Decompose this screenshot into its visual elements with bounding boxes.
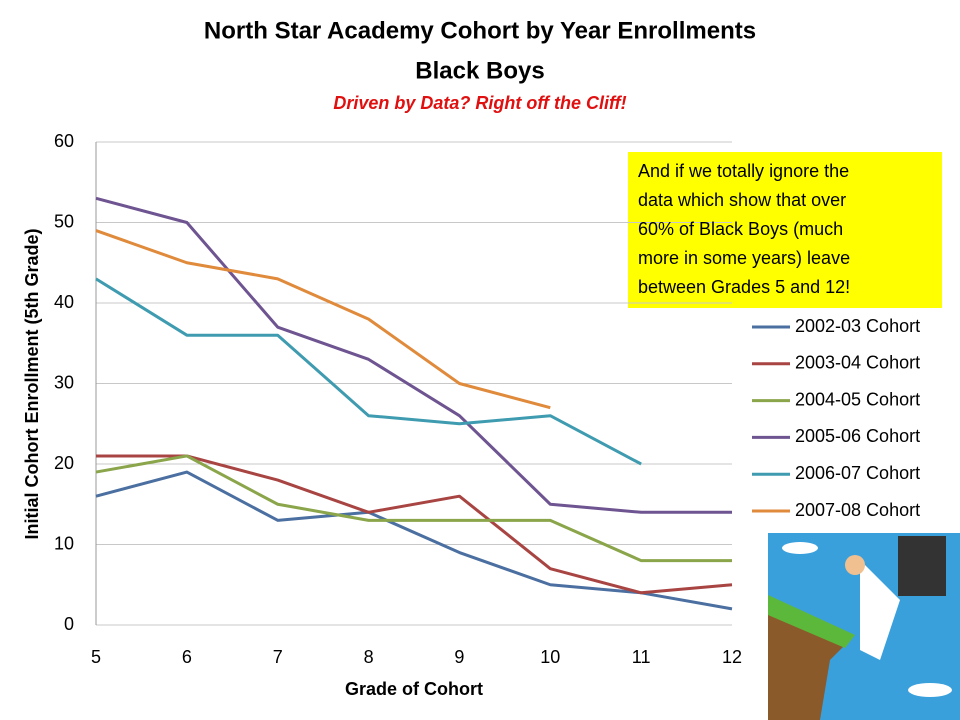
legend-label: 2006-07 Cohort [795, 463, 920, 483]
annotation-line: more in some years) leave [638, 248, 850, 268]
legend-label: 2007-08 Cohort [795, 500, 920, 520]
y-axis-label: Initial Cohort Enrollment (5th Grade) [22, 228, 42, 539]
x-axis-label: Grade of Cohort [345, 679, 483, 699]
annotation-line: between Grades 5 and 12! [638, 277, 850, 297]
y-tick-label: 40 [54, 292, 74, 312]
y-tick-label: 30 [54, 372, 74, 392]
legend-label: 2002-03 Cohort [795, 316, 920, 336]
chart-title: North Star Academy Cohort by Year Enroll… [204, 17, 756, 44]
y-tick-label: 0 [64, 614, 74, 634]
x-tick-label: 6 [182, 647, 192, 667]
series-line [95, 196, 732, 514]
series-line [95, 277, 642, 466]
y-tick-label: 50 [54, 211, 74, 231]
x-tick-label: 5 [91, 647, 101, 667]
annotation-line: data which show that over [638, 190, 846, 210]
x-tick-label: 11 [632, 647, 651, 667]
x-tick-label: 12 [722, 647, 742, 667]
x-tick-label: 10 [540, 647, 560, 667]
y-tick-label: 20 [54, 453, 74, 473]
legend-label: 2003-04 Cohort [795, 353, 920, 373]
annotation-box [628, 152, 942, 308]
series-line [95, 454, 732, 563]
annotation-line: 60% of Black Boys (much [638, 219, 843, 239]
y-tick-label: 60 [54, 131, 74, 151]
series-line [96, 454, 733, 595]
x-tick-label: 9 [454, 647, 464, 667]
legend-label: 2004-05 Cohort [795, 389, 920, 409]
series-line [95, 229, 551, 410]
x-tick-label: 8 [364, 647, 374, 667]
x-tick-label: 7 [273, 647, 283, 667]
series-line [95, 470, 733, 611]
y-tick-label: 10 [54, 533, 74, 553]
annotation-line: And if we totally ignore the [638, 161, 849, 181]
illustration [768, 533, 960, 720]
chart-subtitle: Black Boys [415, 57, 544, 84]
tagline: Driven by Data? Right off the Cliff! [333, 93, 626, 113]
legend-label: 2005-06 Cohort [795, 426, 920, 446]
